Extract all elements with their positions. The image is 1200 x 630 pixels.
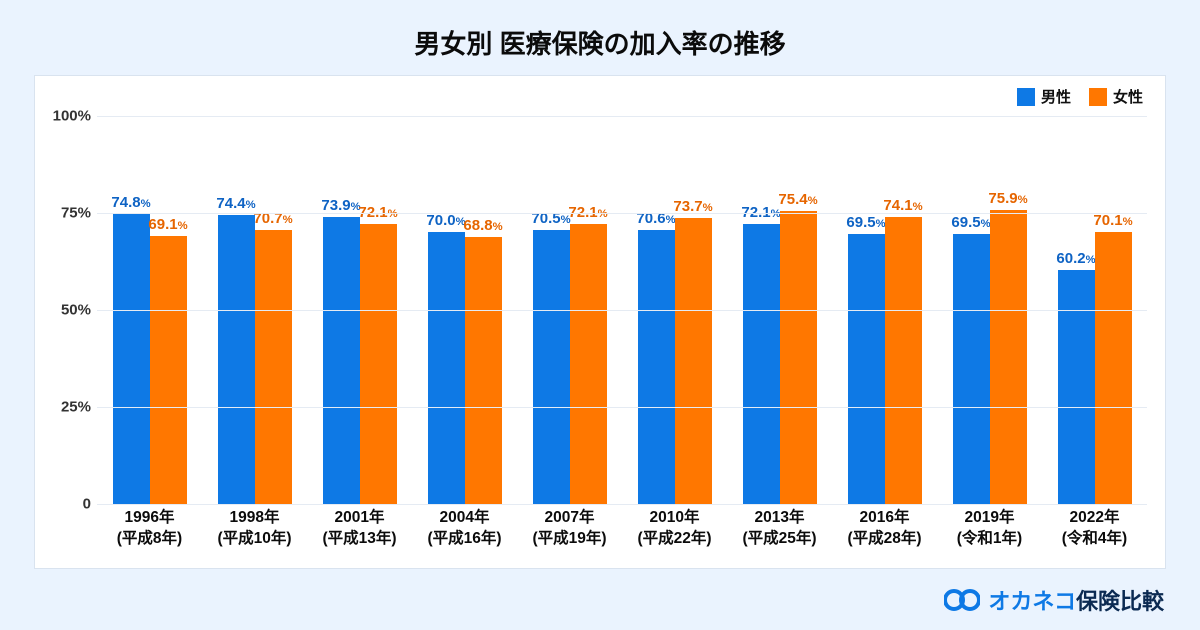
chart-title: 男女別 医療保険の加入率の推移 — [34, 24, 1166, 61]
bar-value-label: 69.5% — [951, 214, 990, 231]
bar-value-label: 70.1% — [1093, 212, 1132, 229]
legend-swatch — [1017, 88, 1035, 106]
bar: 73.9% — [323, 217, 360, 504]
x-tick-line2: (平成16年) — [412, 529, 517, 550]
x-tick-line2: (平成10年) — [202, 529, 307, 550]
bar-value-label: 60.2% — [1056, 250, 1095, 267]
bar-value-label: 74.4% — [216, 195, 255, 212]
y-tick-label: 0 — [47, 496, 91, 513]
x-tick-line1: 1996年 — [125, 509, 175, 526]
x-tick-label: 2013年 (平成25年) — [727, 508, 832, 556]
y-tick-label: 50% — [47, 302, 91, 319]
page: 男女別 医療保険の加入率の推移 男性女性 74.8%69.1%74.4%70.7… — [0, 0, 1200, 630]
x-tick-line1: 2010年 — [650, 509, 700, 526]
grid-line — [97, 504, 1147, 505]
x-tick-label: 2019年 (令和1年) — [937, 508, 1042, 556]
bar-value-label: 69.5% — [846, 214, 885, 231]
x-tick-line2: (令和4年) — [1042, 529, 1147, 550]
bar: 74.4% — [218, 215, 255, 504]
bar: 70.1% — [1095, 232, 1132, 504]
legend: 男性 女性 — [1017, 86, 1143, 107]
x-tick-label: 2007年 (平成19年) — [517, 508, 622, 556]
brand-name-thin: 保険比較 — [1076, 584, 1164, 616]
bar: 70.6% — [638, 230, 675, 504]
legend-item: 男性 — [1017, 86, 1071, 107]
bar: 74.1% — [885, 217, 922, 505]
bar: 72.1% — [360, 224, 397, 504]
bar-value-label: 68.8% — [463, 217, 502, 234]
bar: 73.7% — [675, 218, 712, 504]
bar: 68.8% — [465, 237, 502, 504]
legend-label: 男性 — [1041, 86, 1071, 107]
x-tick-line1: 2004年 — [440, 509, 490, 526]
x-tick-label: 2010年 (平成22年) — [622, 508, 727, 556]
bar-value-label: 73.9% — [321, 197, 360, 214]
bar: 72.1% — [570, 224, 607, 504]
legend-label: 女性 — [1113, 86, 1143, 107]
bar: 72.1% — [743, 224, 780, 504]
bar: 70.5% — [533, 230, 570, 504]
grid-line — [97, 116, 1147, 117]
brand-name-bold: オカネコ — [988, 584, 1076, 616]
bar: 70.7% — [255, 230, 292, 504]
x-tick-label: 2022年 (令和4年) — [1042, 508, 1147, 556]
bar: 75.4% — [780, 211, 817, 504]
bar-value-label: 74.8% — [111, 194, 150, 211]
bar: 75.9% — [990, 210, 1027, 504]
legend-item: 女性 — [1089, 86, 1143, 107]
bar: 74.8% — [113, 214, 150, 504]
x-tick-line2: (平成19年) — [517, 529, 622, 550]
bar: 69.1% — [150, 236, 187, 504]
x-tick-line2: (平成13年) — [307, 529, 412, 550]
grid-line — [97, 213, 1147, 214]
bar: 69.5% — [953, 234, 990, 504]
bar-value-label: 74.1% — [883, 197, 922, 214]
plot-area: 74.8%69.1%74.4%70.7%73.9%72.1%70.0%68.8%… — [97, 116, 1147, 504]
grid-line — [97, 407, 1147, 408]
bar: 69.5% — [848, 234, 885, 504]
x-tick-line2: (平成25年) — [727, 529, 832, 550]
bar: 70.0% — [428, 232, 465, 504]
x-tick-label: 2016年 (平成28年) — [832, 508, 937, 556]
brand-text: オカネコ 保険比較 — [988, 584, 1164, 616]
bar-value-label: 70.0% — [426, 212, 465, 229]
grid-line — [97, 310, 1147, 311]
x-tick-line1: 2001年 — [335, 509, 385, 526]
x-tick-line2: (平成28年) — [832, 529, 937, 550]
brand-logo-icon — [944, 588, 980, 612]
bar: 60.2% — [1058, 270, 1095, 504]
x-tick-line1: 2019年 — [965, 509, 1015, 526]
y-tick-label: 100% — [47, 108, 91, 125]
x-tick-label: 1998年 (平成10年) — [202, 508, 307, 556]
x-tick-line1: 2013年 — [755, 509, 805, 526]
y-tick-label: 75% — [47, 205, 91, 222]
x-axis: 1996年(平成8年)1998年(平成10年)2001年(平成13年)2004年… — [97, 508, 1147, 556]
bar-value-label: 69.1% — [148, 216, 187, 233]
x-tick-line2: (平成8年) — [97, 529, 202, 550]
y-tick-label: 25% — [47, 399, 91, 416]
x-tick-label: 2004年 (平成16年) — [412, 508, 517, 556]
legend-swatch — [1089, 88, 1107, 106]
x-tick-label: 1996年 (平成8年) — [97, 508, 202, 556]
brand-footer: オカネコ 保険比較 — [944, 584, 1164, 616]
x-tick-line1: 2022年 — [1070, 509, 1120, 526]
x-tick-line1: 1998年 — [230, 509, 280, 526]
x-tick-line1: 2016年 — [860, 509, 910, 526]
chart-card: 男性女性 74.8%69.1%74.4%70.7%73.9%72.1%70.0%… — [34, 75, 1166, 569]
x-tick-label: 2001年 (平成13年) — [307, 508, 412, 556]
bar-value-label: 75.9% — [988, 190, 1027, 207]
bar-value-label: 75.4% — [778, 191, 817, 208]
x-tick-line1: 2007年 — [545, 509, 595, 526]
x-tick-line2: (平成22年) — [622, 529, 727, 550]
x-tick-line2: (令和1年) — [937, 529, 1042, 550]
